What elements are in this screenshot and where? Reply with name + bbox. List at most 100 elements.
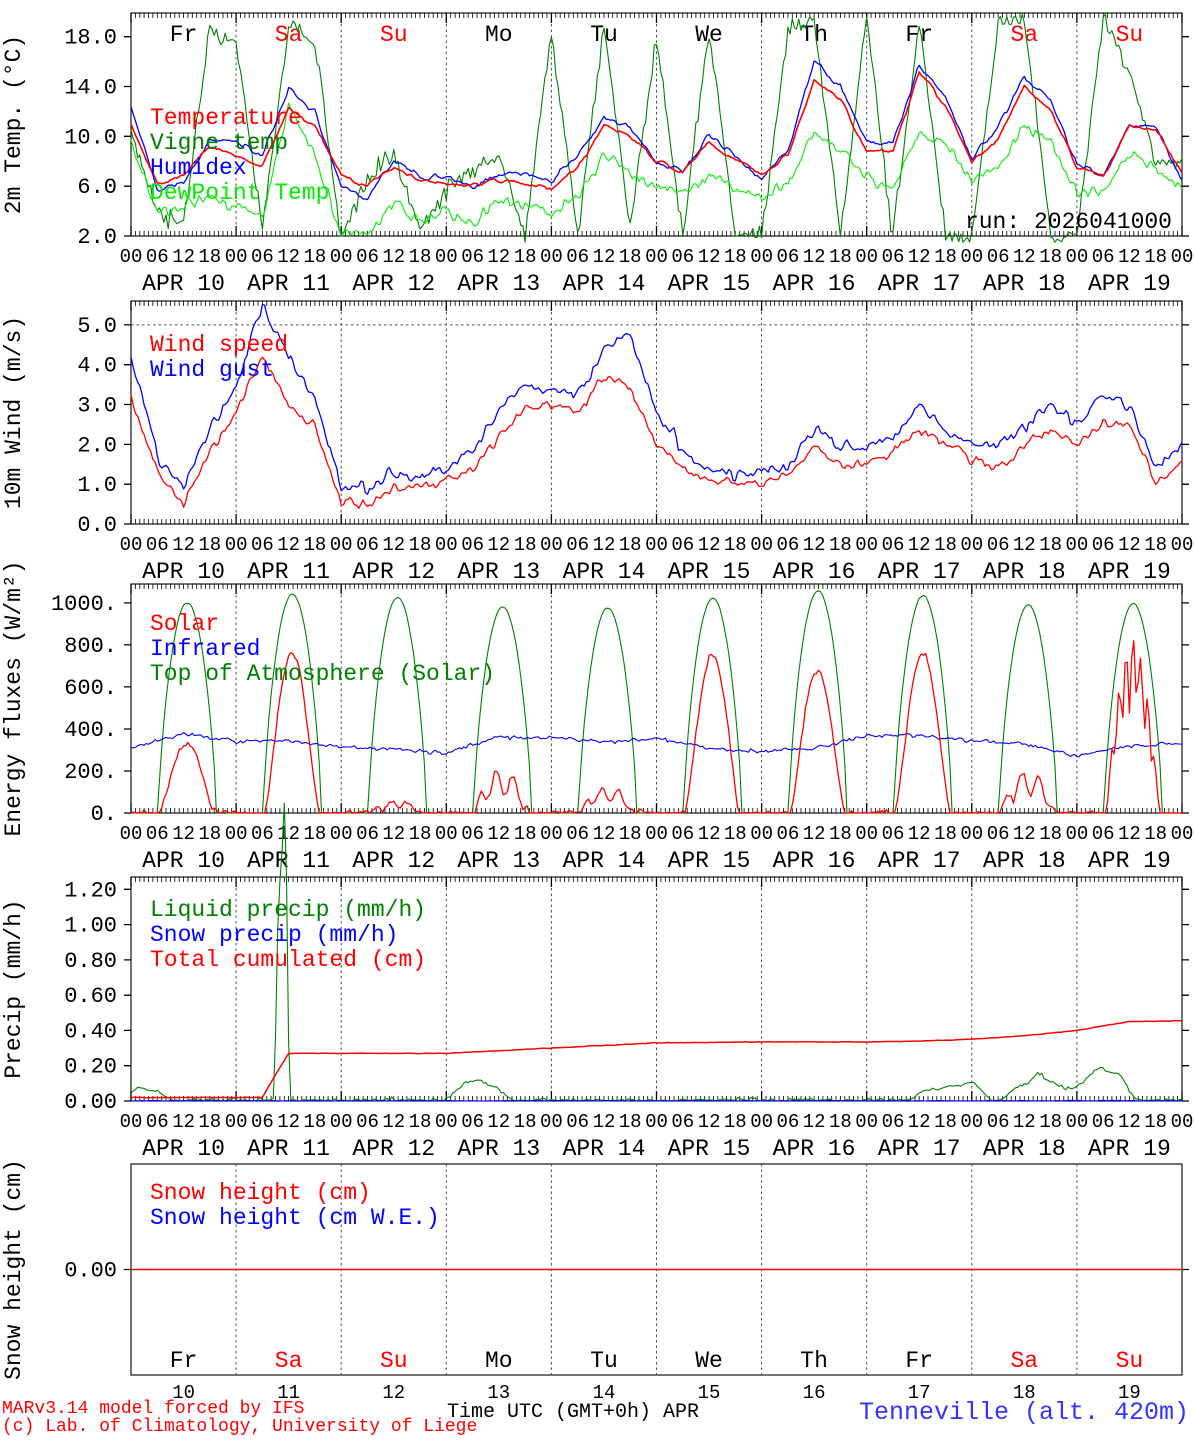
- svg-text:18: 18: [829, 246, 852, 268]
- svg-text:12: 12: [803, 534, 826, 556]
- svg-text:06: 06: [882, 1111, 905, 1133]
- svg-text:1.0: 1.0: [77, 473, 117, 498]
- svg-text:18: 18: [1039, 246, 1062, 268]
- svg-text:18: 18: [1039, 534, 1062, 556]
- svg-text:12: 12: [172, 1111, 195, 1133]
- svg-text:00: 00: [645, 534, 668, 556]
- svg-text:18: 18: [829, 1111, 852, 1133]
- svg-text:18: 18: [409, 1111, 432, 1133]
- svg-text:APR 11: APR 11: [247, 1136, 330, 1162]
- svg-text:Su: Su: [380, 22, 408, 48]
- svg-text:00: 00: [225, 823, 248, 845]
- svg-text:APR 12: APR 12: [352, 559, 435, 585]
- svg-text:APR 11: APR 11: [247, 271, 330, 297]
- svg-text:12: 12: [277, 246, 300, 268]
- svg-text:00: 00: [1171, 1111, 1194, 1133]
- svg-text:APR 16: APR 16: [773, 559, 856, 585]
- svg-text:APR 10: APR 10: [142, 848, 225, 874]
- svg-text:18: 18: [1144, 1111, 1167, 1133]
- svg-text:0.00: 0.00: [64, 1259, 117, 1284]
- svg-text:06: 06: [987, 246, 1010, 268]
- svg-text:12: 12: [1118, 246, 1141, 268]
- svg-text:3.0: 3.0: [77, 394, 117, 419]
- svg-text:18.0: 18.0: [64, 26, 117, 51]
- svg-text:Sa: Sa: [275, 1348, 303, 1374]
- svg-text:14.0: 14.0: [64, 76, 117, 101]
- svg-text:10.0: 10.0: [64, 125, 117, 150]
- svg-text:12: 12: [487, 1111, 510, 1133]
- svg-text:18: 18: [514, 534, 537, 556]
- svg-text:Precip (mm/h): Precip (mm/h): [1, 899, 27, 1078]
- svg-text:12: 12: [487, 246, 510, 268]
- svg-text:00: 00: [120, 246, 143, 268]
- svg-text:12: 12: [593, 823, 616, 845]
- svg-text:APR 14: APR 14: [563, 848, 646, 874]
- svg-text:Tu: Tu: [590, 1348, 618, 1374]
- svg-text:We: We: [695, 1348, 723, 1374]
- svg-text:APR 12: APR 12: [352, 1136, 435, 1162]
- svg-text:APR 10: APR 10: [142, 271, 225, 297]
- svg-text:18: 18: [198, 246, 221, 268]
- svg-text:MARv3.14 model forced by IFS: MARv3.14 model forced by IFS: [2, 1399, 304, 1419]
- svg-text:18: 18: [934, 246, 957, 268]
- svg-text:06: 06: [356, 1111, 379, 1133]
- svg-text:00: 00: [855, 823, 878, 845]
- svg-text:00: 00: [1065, 1111, 1088, 1133]
- svg-text:00: 00: [855, 1111, 878, 1133]
- svg-text:00: 00: [540, 246, 563, 268]
- svg-text:APR 15: APR 15: [668, 848, 751, 874]
- svg-text:18: 18: [409, 534, 432, 556]
- svg-text:18: 18: [198, 823, 221, 845]
- svg-text:12: 12: [908, 534, 931, 556]
- svg-text:Humidex: Humidex: [150, 155, 247, 181]
- svg-text:18: 18: [409, 246, 432, 268]
- svg-text:We: We: [695, 22, 723, 48]
- svg-text:12: 12: [698, 1111, 721, 1133]
- svg-text:06: 06: [882, 823, 905, 845]
- svg-text:APR 16: APR 16: [773, 1136, 856, 1162]
- svg-text:00: 00: [645, 1111, 668, 1133]
- svg-text:400.: 400.: [64, 718, 117, 743]
- svg-text:APR 18: APR 18: [983, 271, 1066, 297]
- svg-text:18: 18: [514, 823, 537, 845]
- svg-text:12: 12: [908, 1111, 931, 1133]
- svg-text:0.00: 0.00: [64, 1090, 117, 1115]
- svg-text:06: 06: [566, 823, 589, 845]
- svg-text:Snow height (cm): Snow height (cm): [150, 1180, 371, 1206]
- svg-text:APR 19: APR 19: [1088, 271, 1171, 297]
- svg-text:18: 18: [303, 534, 326, 556]
- svg-text:6.0: 6.0: [77, 175, 117, 200]
- svg-text:12: 12: [1013, 823, 1036, 845]
- svg-text:00: 00: [645, 823, 668, 845]
- svg-text:18: 18: [1144, 823, 1167, 845]
- svg-text:12: 12: [172, 823, 195, 845]
- svg-text:APR 17: APR 17: [878, 848, 961, 874]
- svg-text:18: 18: [198, 1111, 221, 1133]
- svg-text:Mo: Mo: [485, 1348, 513, 1374]
- svg-text:18: 18: [303, 1111, 326, 1133]
- svg-text:12: 12: [1013, 1111, 1036, 1133]
- svg-text:Sa: Sa: [1010, 1348, 1038, 1374]
- svg-text:15: 15: [698, 1382, 721, 1404]
- svg-text:APR 18: APR 18: [983, 848, 1066, 874]
- svg-text:Th: Th: [800, 1348, 828, 1374]
- svg-text:18: 18: [724, 1111, 747, 1133]
- svg-text:00: 00: [855, 246, 878, 268]
- svg-text:10m Wind (m/s): 10m Wind (m/s): [1, 316, 27, 509]
- svg-text:16: 16: [803, 1382, 826, 1404]
- svg-text:06: 06: [251, 823, 274, 845]
- svg-text:06: 06: [251, 534, 274, 556]
- svg-text:06: 06: [1092, 1111, 1115, 1133]
- svg-text:00: 00: [225, 534, 248, 556]
- svg-text:200.: 200.: [64, 760, 117, 785]
- svg-text:18: 18: [619, 534, 642, 556]
- svg-text:12: 12: [277, 534, 300, 556]
- svg-text:06: 06: [776, 246, 799, 268]
- svg-text:APR 16: APR 16: [773, 848, 856, 874]
- svg-text:06: 06: [987, 534, 1010, 556]
- svg-text:00: 00: [120, 534, 143, 556]
- svg-text:18: 18: [409, 823, 432, 845]
- svg-text:06: 06: [356, 823, 379, 845]
- svg-text:06: 06: [146, 246, 169, 268]
- svg-text:Su: Su: [380, 1348, 408, 1374]
